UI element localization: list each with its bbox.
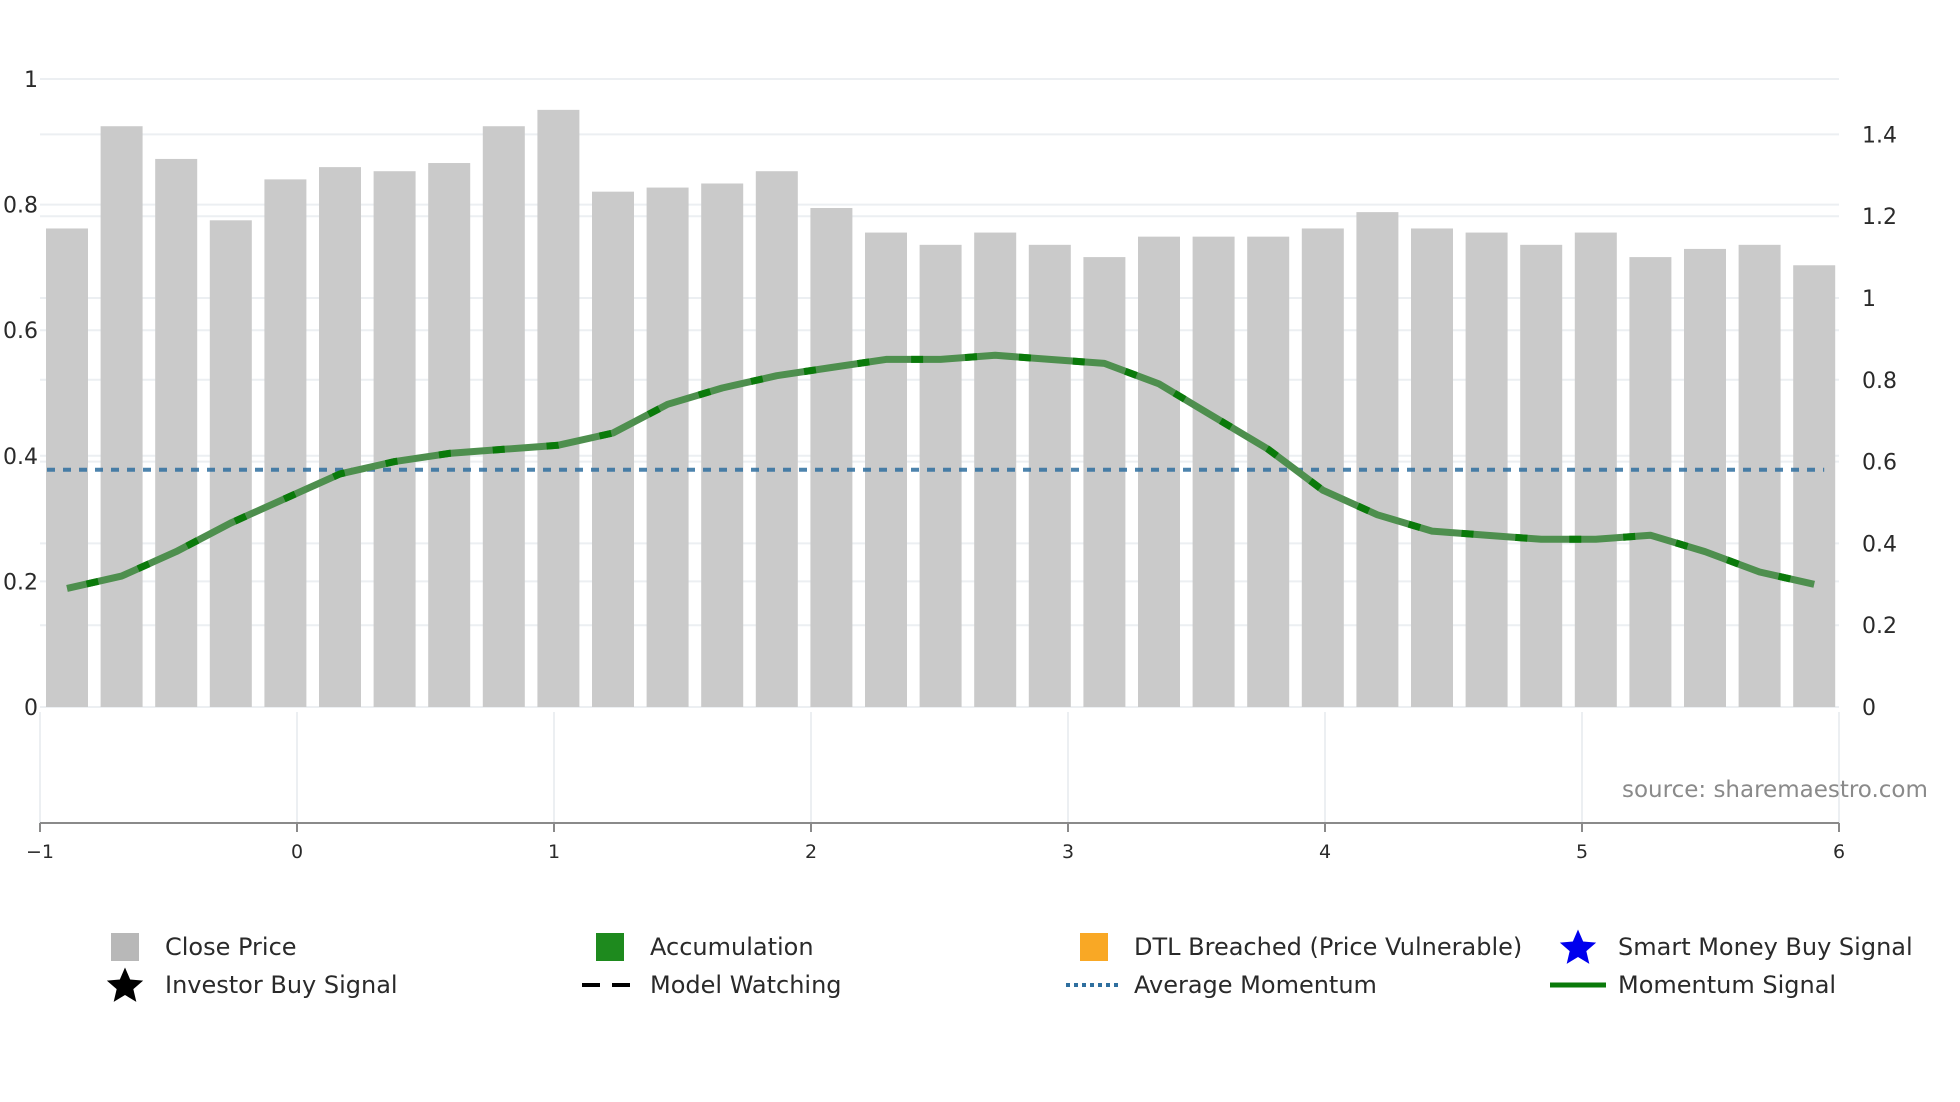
left-y-axis: 0 0.2 0.4 0.6 0.8 1 <box>3 68 38 721</box>
svg-text:3: 3 <box>1062 841 1074 863</box>
bar <box>919 244 962 707</box>
bar <box>1083 257 1126 707</box>
x-axis: −1 0 1 2 3 4 5 6 <box>26 822 1845 863</box>
legend-label: Average Momentum <box>1134 971 1377 999</box>
bar <box>1138 236 1180 707</box>
svg-text:6: 6 <box>1833 841 1845 863</box>
svg-text:1: 1 <box>548 841 560 863</box>
legend-label: Investor Buy Signal <box>165 971 398 999</box>
bar <box>537 109 580 708</box>
momentum-signal-line <box>66 351 1815 592</box>
svg-text:0.4: 0.4 <box>1862 532 1897 557</box>
bar <box>373 171 416 707</box>
svg-text:5: 5 <box>1576 841 1588 863</box>
bar <box>592 191 634 707</box>
bar <box>1028 244 1071 707</box>
right-y-axis: 0 0.2 0.4 0.6 0.8 1 1.2 1.4 <box>1862 123 1897 721</box>
svg-text:0.6: 0.6 <box>3 319 38 344</box>
svg-text:1: 1 <box>24 68 38 93</box>
bar <box>1574 232 1617 707</box>
svg-text:1: 1 <box>1862 287 1876 312</box>
svg-text:0.6: 0.6 <box>1862 451 1897 476</box>
bar <box>1793 265 1836 707</box>
bar <box>1301 228 1344 707</box>
bar <box>319 167 361 707</box>
dashed-line-icon <box>580 968 640 1002</box>
bar <box>1356 212 1399 708</box>
svg-text:1.2: 1.2 <box>1862 205 1897 230</box>
bar <box>1411 228 1453 707</box>
close-price-bars <box>46 109 1836 708</box>
bar <box>701 183 744 708</box>
legend-item-close-price[interactable]: Close Price <box>95 930 297 964</box>
bar <box>1684 248 1726 708</box>
bar <box>810 208 853 707</box>
bar <box>1520 244 1563 707</box>
bar <box>428 163 471 707</box>
legend-label: DTL Breached (Price Vulnerable) <box>1134 933 1523 961</box>
x-gridlines <box>39 712 1840 823</box>
legend-item-model-watching[interactable]: Model Watching <box>580 968 842 1002</box>
chart-canvas: 0 0.2 0.4 0.6 0.8 1 0 0.2 0.4 0.6 0.8 1 1.2 1.4 −1 0 1… <box>3 68 1897 863</box>
bar <box>1629 257 1672 707</box>
solid-line-icon <box>1548 968 1608 1002</box>
bar <box>1192 236 1235 707</box>
svg-text:0: 0 <box>291 841 303 863</box>
bar <box>646 187 689 707</box>
star-icon <box>95 967 155 1002</box>
legend-label: Close Price <box>165 933 297 961</box>
svg-text:0.2: 0.2 <box>1862 614 1897 639</box>
legend-label: Momentum Signal <box>1618 971 1837 999</box>
bar <box>1738 244 1781 707</box>
svg-text:0.4: 0.4 <box>3 445 38 470</box>
star-icon <box>1548 929 1608 964</box>
legend-item-accumulation[interactable]: Accumulation <box>580 930 814 964</box>
svg-text:1.4: 1.4 <box>1862 123 1897 148</box>
legend-item-smart-money-buy[interactable]: Smart Money Buy Signal <box>1548 929 1913 964</box>
square-swatch-icon <box>580 930 640 964</box>
bar <box>155 158 198 707</box>
bar <box>482 126 525 708</box>
svg-text:−1: −1 <box>26 841 54 863</box>
square-swatch-icon <box>95 930 155 964</box>
svg-text:0.2: 0.2 <box>3 570 38 595</box>
legend-item-momentum-signal[interactable]: Momentum Signal <box>1548 968 1836 1002</box>
bar <box>209 220 252 708</box>
dotted-line-icon <box>1064 968 1124 1002</box>
legend-label: Model Watching <box>650 971 842 999</box>
bar <box>100 126 143 708</box>
bar <box>1247 236 1290 707</box>
legend-item-investor-buy[interactable]: Investor Buy Signal <box>95 967 398 1002</box>
square-swatch-icon <box>1064 930 1124 964</box>
svg-text:0.8: 0.8 <box>3 194 38 219</box>
bar <box>264 179 307 707</box>
svg-text:2: 2 <box>805 841 817 863</box>
legend-label: Accumulation <box>650 933 814 961</box>
svg-text:4: 4 <box>1319 841 1331 863</box>
source-attribution: source: sharemaestro.com <box>1622 777 1928 803</box>
svg-text:0: 0 <box>1862 696 1876 721</box>
bar <box>46 228 88 707</box>
legend-item-average-momentum[interactable]: Average Momentum <box>1064 968 1377 1002</box>
svg-text:0.8: 0.8 <box>1862 369 1897 394</box>
bar <box>755 171 798 707</box>
legend: Close Price Accumulation DTL Breached (P… <box>0 929 1960 1010</box>
legend-label: Smart Money Buy Signal <box>1618 933 1913 961</box>
svg-text:0: 0 <box>24 696 38 721</box>
legend-item-dtl-breached[interactable]: DTL Breached (Price Vulnerable) <box>1064 930 1522 964</box>
